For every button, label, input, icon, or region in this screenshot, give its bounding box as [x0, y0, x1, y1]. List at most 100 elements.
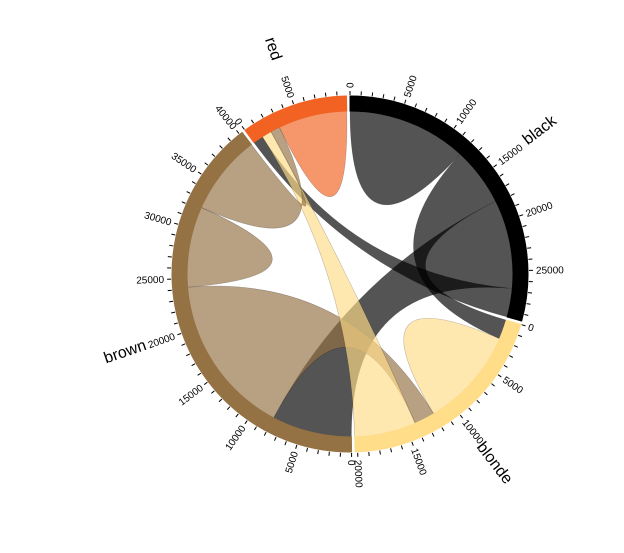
tick-label: 10000	[454, 97, 479, 126]
tick-black-3000	[383, 94, 384, 98]
tick-blonde-14000	[422, 438, 424, 442]
tick-brown-31000	[178, 212, 182, 213]
tick-black-12000	[471, 139, 474, 142]
tick-mark	[169, 245, 173, 246]
tick-red-3000	[271, 109, 273, 113]
tick-mark	[451, 422, 453, 425]
tick-black-19000	[515, 204, 519, 206]
group-label-red: red	[261, 35, 285, 62]
tick-brown-36000	[205, 163, 208, 165]
tick-mark	[469, 408, 472, 411]
tick-mark	[228, 138, 231, 141]
tick-blonde-5000: 5000	[494, 371, 525, 397]
tick-mark	[394, 97, 395, 101]
tick-black-4000	[394, 97, 395, 101]
group-label-black: black	[520, 112, 561, 149]
tick-mark	[463, 132, 466, 135]
tick-black-23000	[527, 248, 531, 249]
tick-brown-37000	[212, 154, 215, 157]
tick-brown-18000	[186, 354, 190, 356]
tick-brown-15000: 15000	[177, 379, 211, 409]
tick-label: 35000	[169, 151, 199, 176]
tick-black-18000	[511, 194, 515, 196]
chords-layer	[187, 111, 513, 437]
tick-mark	[514, 346, 518, 348]
tick-mark	[527, 304, 531, 305]
tick-mark	[487, 156, 490, 159]
tick-mark	[412, 442, 413, 446]
tick-mark	[524, 314, 528, 315]
tick-blonde-15000: 15000	[406, 440, 429, 477]
tick-blonde-7000	[484, 392, 487, 395]
tick-brown-13000	[219, 399, 222, 402]
tick-mark	[425, 108, 427, 112]
tick-black-9000	[445, 119, 447, 122]
tick-mark	[274, 437, 276, 441]
tick-label: 30000	[143, 210, 173, 228]
tick-black-17000	[506, 184, 509, 186]
tick-mark	[445, 119, 447, 122]
tick-brown-38000	[220, 146, 223, 149]
tick-mark	[198, 172, 201, 174]
tick-mark	[198, 373, 201, 375]
tick-mark	[509, 356, 513, 358]
tick-mark	[460, 415, 462, 418]
tick-blonde-8000	[477, 400, 480, 403]
tick-mark	[314, 95, 315, 99]
tick-mark	[212, 154, 215, 157]
tick-brown-3000	[318, 450, 319, 454]
tick-brown-20000: 20000	[147, 329, 183, 351]
tick-mark	[454, 125, 456, 128]
tick-mark	[182, 202, 186, 204]
tick-mark	[527, 248, 531, 249]
tick-mark	[174, 223, 178, 224]
tick-label: 15000	[177, 383, 206, 409]
group-label-brown: brown	[102, 337, 149, 367]
tick-mark	[186, 354, 190, 356]
tick-mark	[500, 174, 503, 176]
tick-black-5000: 5000	[400, 74, 420, 106]
tick-red-4000	[282, 104, 283, 108]
tick-brown-30000: 30000	[143, 210, 179, 230]
tick-brown-14000	[211, 391, 214, 394]
tick-brown-32000	[182, 202, 186, 204]
tick-mark	[442, 428, 444, 431]
tick-mark	[271, 109, 273, 113]
tick-label: 5000	[284, 450, 301, 475]
tick-blonde-12000	[442, 428, 444, 431]
tick-brown-25000: 25000	[136, 275, 171, 287]
tick-brown-39000	[228, 138, 231, 141]
tick-label: 0	[346, 82, 357, 88]
tick-black-16000	[500, 174, 503, 176]
tick-label: 10000	[224, 423, 249, 452]
tick-mark	[264, 432, 266, 436]
tick-mark	[169, 301, 173, 302]
tick-brown-5000: 5000	[284, 444, 303, 475]
tick-mark	[432, 433, 434, 437]
tick-mark	[219, 399, 222, 402]
tick-mark	[519, 215, 523, 216]
tick-brown-33000	[187, 192, 191, 194]
tick-brown-28000	[169, 245, 173, 246]
tick-blonde-6000	[491, 384, 494, 386]
tick-mark	[498, 375, 501, 377]
tick-black-10000: 10000	[450, 97, 479, 132]
tick-mark	[205, 163, 208, 165]
tick-brown-6000	[285, 441, 286, 445]
tick-black-7000	[425, 108, 427, 112]
tick-red-6000	[303, 97, 304, 101]
tick-mark	[182, 344, 186, 346]
tick-blonde-2000	[514, 346, 518, 348]
tick-brown-4000	[307, 448, 308, 452]
tick-mark	[422, 438, 424, 442]
tick-brown-12000	[227, 407, 230, 410]
tick-brown-11000	[236, 414, 238, 417]
tick-black-21000	[523, 226, 527, 227]
tick-brown-0: 0	[345, 453, 356, 466]
tick-brown-34000	[192, 182, 195, 184]
tick-mark	[307, 448, 308, 452]
tick-label: 25000	[136, 275, 165, 287]
tick-mark	[435, 113, 437, 117]
